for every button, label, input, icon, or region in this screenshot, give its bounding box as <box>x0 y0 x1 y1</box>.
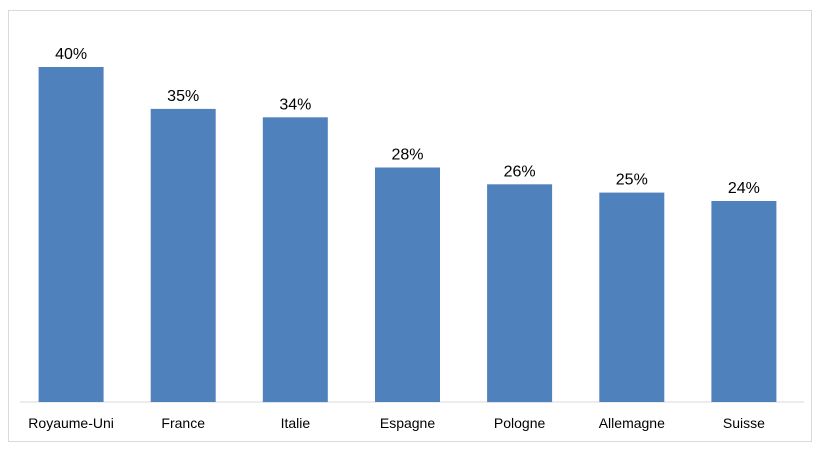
category-label: Espagne <box>380 415 435 431</box>
category-labels-group: Royaume-Uni France Italie Espagne Pologne All… <box>28 415 765 431</box>
value-labels-group: 40% 35% 34% 28% 26% 25% 24% <box>55 46 760 197</box>
category-label: Suisse <box>723 415 765 431</box>
category-label: Royaume-Uni <box>28 415 114 431</box>
bar-espagne <box>375 167 440 402</box>
value-label: 28% <box>391 147 423 164</box>
value-label: 24% <box>728 180 760 197</box>
category-label: Allemagne <box>599 415 665 431</box>
bar-royaume-uni <box>38 67 104 402</box>
bar-france <box>150 108 216 403</box>
value-label: 26% <box>504 163 536 180</box>
category-label: Pologne <box>494 415 546 431</box>
category-label: France <box>161 415 205 431</box>
value-label: 34% <box>279 96 311 113</box>
category-label: Italie <box>281 415 311 431</box>
bar-allemagne <box>599 192 665 402</box>
value-label: 40% <box>55 46 87 63</box>
bar-italie <box>262 117 328 403</box>
value-label: 25% <box>616 172 648 189</box>
bars-group <box>38 67 777 403</box>
value-label: 35% <box>167 88 199 105</box>
bar-suisse <box>711 201 777 402</box>
bar-pologne <box>487 184 553 403</box>
